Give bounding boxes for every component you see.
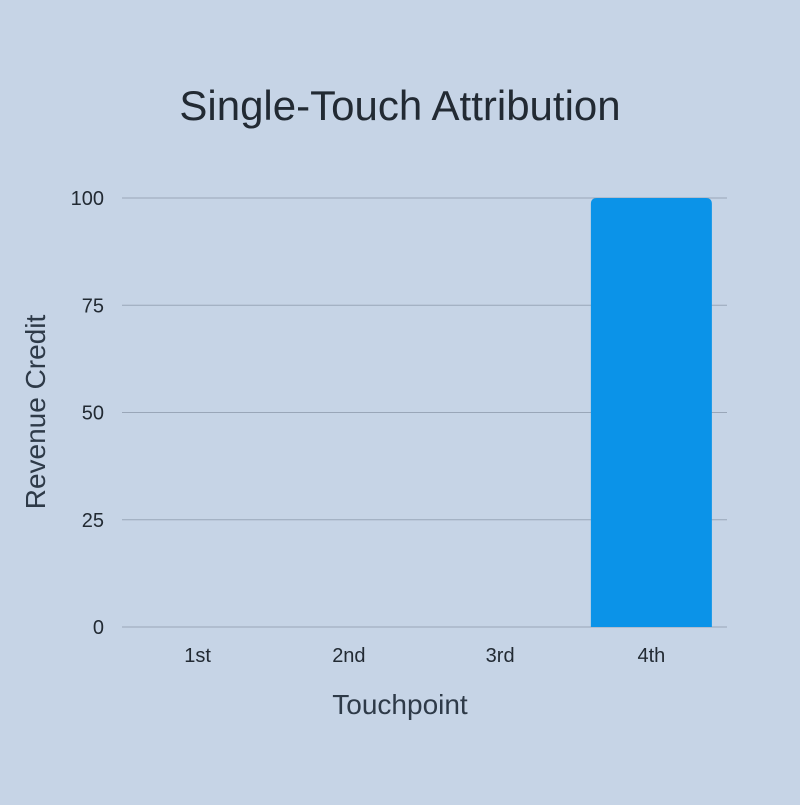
chart-title: Single-Touch Attribution (179, 82, 620, 129)
bar-4th (590, 198, 712, 627)
y-tick-labels: 0 25 50 75 100 (71, 188, 104, 639)
y-tick-label: 50 (82, 403, 104, 425)
bars (590, 198, 712, 627)
y-axis-label: Revenue Credit (20, 315, 51, 510)
y-tick-label: 25 (82, 510, 104, 532)
x-axis-label: Touchpoint (332, 689, 468, 720)
x-tick-label: 1st (184, 645, 211, 667)
x-tick-label: 3rd (486, 645, 515, 667)
x-tick-label: 4th (637, 645, 665, 667)
y-tick-label: 0 (93, 617, 104, 639)
x-tick-label: 2nd (332, 645, 365, 667)
y-tick-label: 100 (71, 188, 104, 210)
x-tick-labels: 1st 2nd 3rd 4th (184, 645, 665, 667)
y-tick-label: 75 (82, 295, 104, 317)
